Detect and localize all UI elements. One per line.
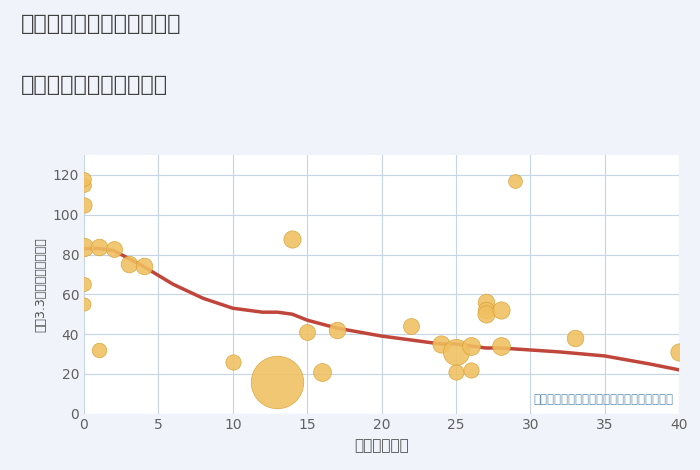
X-axis label: 築年数（年）: 築年数（年） bbox=[354, 438, 409, 453]
Point bbox=[331, 326, 342, 334]
Point bbox=[465, 366, 476, 374]
Y-axis label: 坪（3.3㎡）単価（万円）: 坪（3.3㎡）単価（万円） bbox=[34, 237, 47, 332]
Point bbox=[569, 334, 580, 342]
Point bbox=[480, 298, 491, 306]
Point bbox=[93, 243, 104, 251]
Point bbox=[465, 342, 476, 350]
Point bbox=[78, 181, 90, 188]
Text: 兵庫県姫路市別所町別所の: 兵庫県姫路市別所町別所の bbox=[21, 14, 181, 34]
Point bbox=[93, 346, 104, 354]
Point bbox=[108, 245, 119, 252]
Point bbox=[287, 235, 298, 243]
Point bbox=[78, 300, 90, 308]
Point bbox=[450, 368, 461, 376]
Point bbox=[78, 243, 90, 251]
Text: 築年数別中古戸建て価格: 築年数別中古戸建て価格 bbox=[21, 75, 168, 95]
Point bbox=[480, 310, 491, 318]
Point bbox=[435, 340, 447, 348]
Point bbox=[138, 263, 149, 270]
Point bbox=[78, 201, 90, 209]
Point bbox=[78, 281, 90, 288]
Text: 円の大きさは、取引のあった物件面積を示す: 円の大きさは、取引のあった物件面積を示す bbox=[533, 393, 673, 406]
Point bbox=[227, 358, 238, 366]
Point bbox=[302, 329, 313, 336]
Point bbox=[450, 348, 461, 356]
Point bbox=[673, 348, 685, 356]
Point bbox=[480, 306, 491, 314]
Point bbox=[495, 342, 506, 350]
Point bbox=[272, 378, 283, 385]
Point bbox=[495, 306, 506, 314]
Point bbox=[316, 368, 328, 376]
Point bbox=[123, 261, 134, 268]
Point bbox=[406, 322, 417, 330]
Point bbox=[510, 177, 521, 185]
Point bbox=[78, 175, 90, 183]
